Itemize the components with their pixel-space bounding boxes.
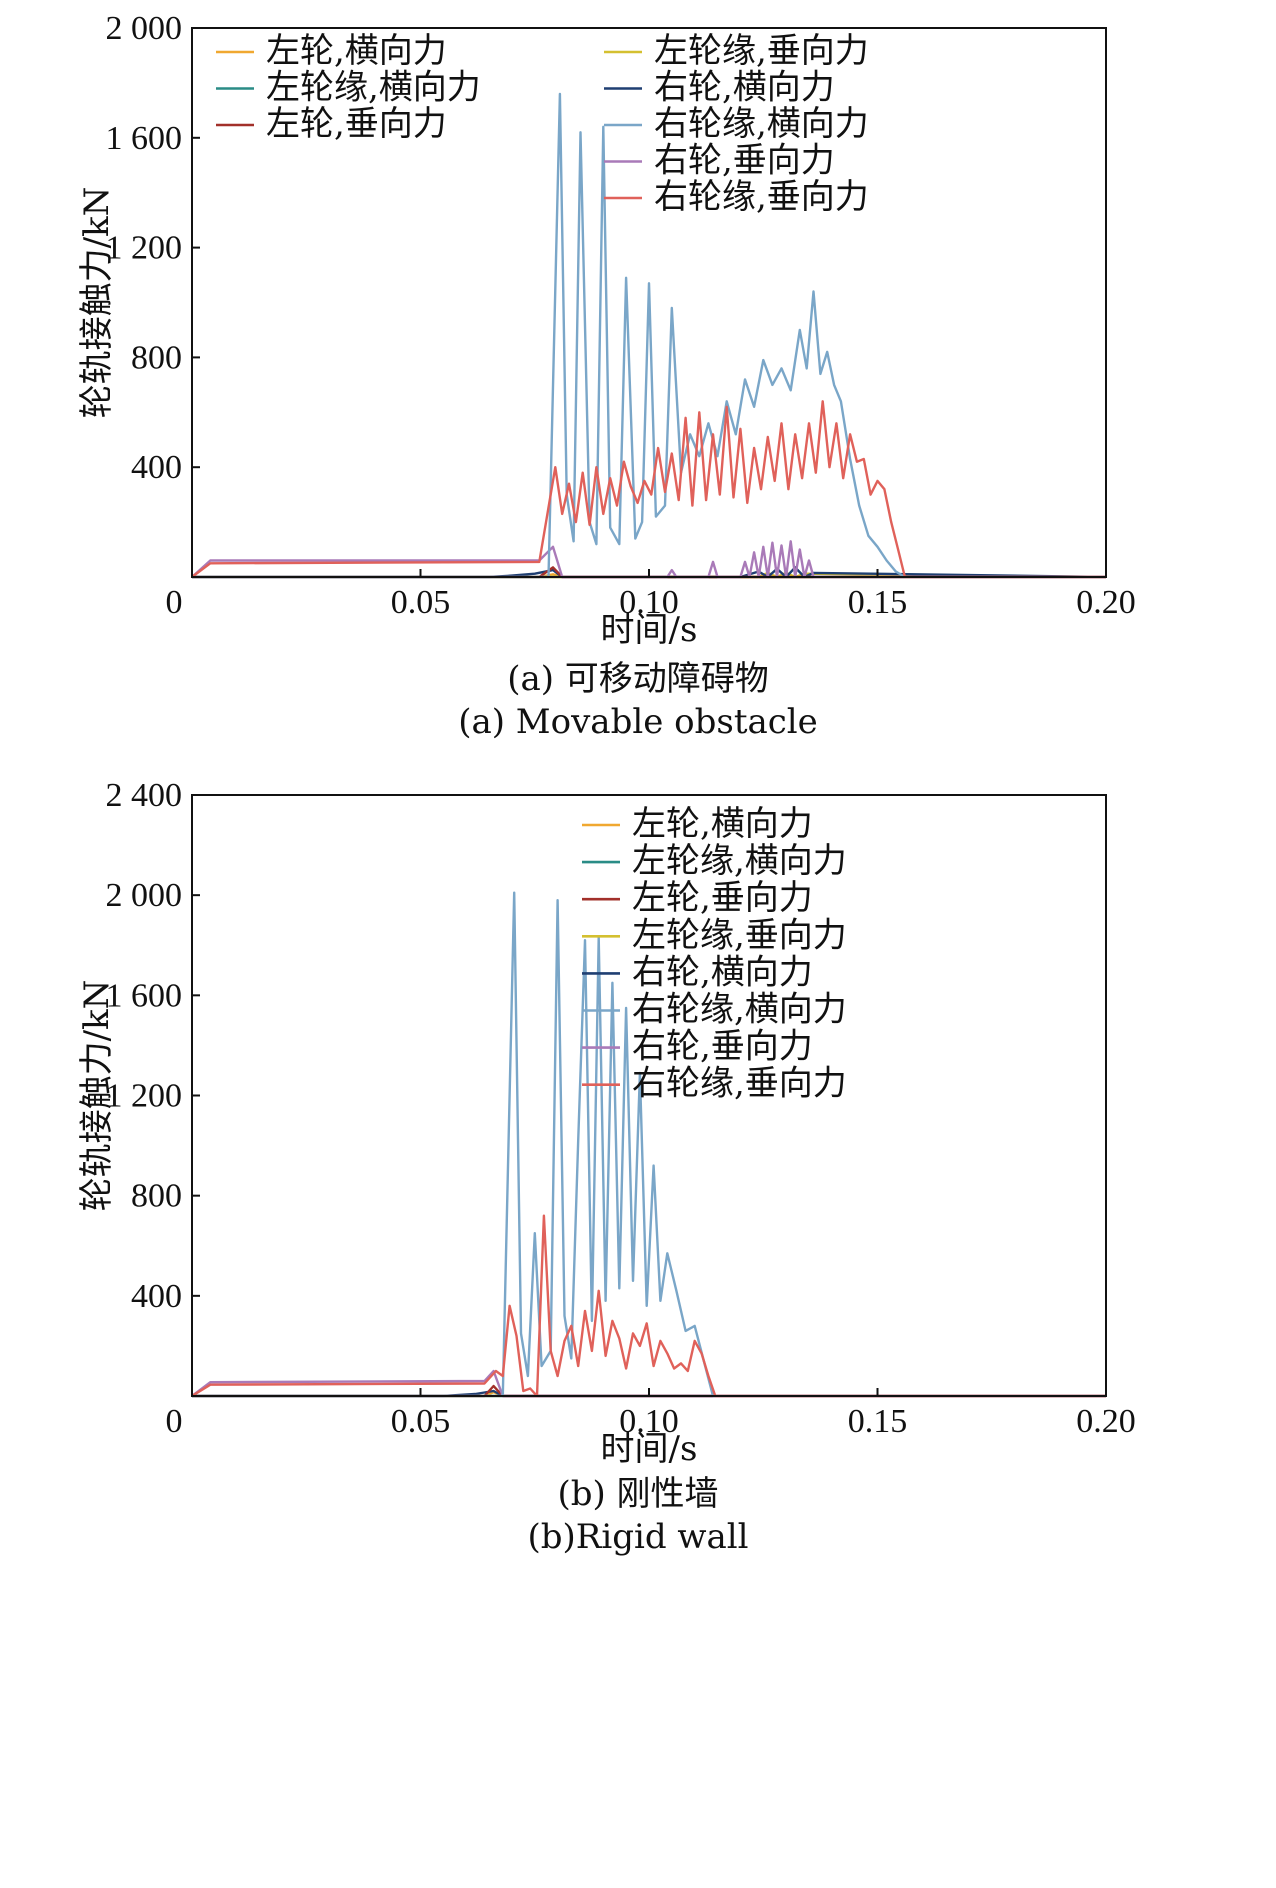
x-tick-label: 0.15 [848, 584, 908, 621]
chart-b-x-axis-label: 时间/s [601, 1429, 698, 1469]
y-tick-label: 2 000 [106, 10, 183, 47]
series-line [192, 891, 1106, 1398]
series-line [192, 92, 1106, 579]
chart-a-series-group [191, 92, 1107, 579]
x-tick-label: 0.10 [619, 1403, 679, 1440]
legend-label: 右轮,横向力 [654, 68, 835, 108]
y-tick-label: 400 [131, 449, 182, 486]
legend-label: 左轮缘,垂向力 [654, 31, 869, 71]
series-line [191, 1214, 1106, 1398]
legend-label: 左轮,垂向力 [632, 878, 813, 918]
y-tick-label: 800 [131, 1178, 182, 1215]
series-line [191, 400, 1106, 579]
chart-b-caption-en: (b)Rigid wall [527, 1517, 748, 1557]
legend-label: 左轮,横向力 [632, 804, 813, 844]
legend-label: 左轮缘,横向力 [266, 68, 481, 108]
x-tick-label: 0.05 [391, 584, 451, 621]
legend-label: 左轮,横向力 [266, 31, 447, 71]
x-tick-label: 0.20 [1076, 584, 1136, 621]
x-tick-label: 0.05 [391, 1403, 451, 1440]
legend-label: 右轮缘,横向力 [654, 104, 869, 144]
x-origin-label: 0 [166, 1403, 183, 1440]
chart-b-caption-cn: (b) 刚性墙 [557, 1474, 718, 1514]
y-tick-label: 1 200 [106, 230, 183, 267]
y-tick-label: 800 [131, 339, 182, 376]
y-tick-label: 1 600 [106, 977, 183, 1014]
legend-label: 右轮,垂向力 [632, 1027, 813, 1067]
legend-label: 右轮缘,横向力 [632, 990, 847, 1030]
legend-label: 左轮缘,横向力 [632, 841, 847, 881]
x-tick-label: 0.10 [619, 584, 679, 621]
chart-b: 0 0.05 0.10 0.15 0.20 400 800 1 200 1 600 2 000 2 … [77, 777, 1136, 1557]
chart-b-ticks: 0 0.05 0.10 0.15 0.20 400 800 1 200 1 600 2 000 2 … [106, 777, 1136, 1440]
chart-b-y-axis-label: 轮轨接触力/kN [77, 980, 117, 1212]
chart-a-caption-en: (a) Movable obstacle [458, 702, 818, 742]
y-tick-label: 400 [131, 1278, 182, 1315]
chart-a-y-axis-label: 轮轨接触力/kN [77, 187, 117, 419]
legend-label: 左轮,垂向力 [266, 104, 447, 144]
legend-label: 左轮缘,垂向力 [632, 915, 847, 955]
y-tick-label: 2 400 [106, 777, 183, 814]
x-tick-label: 0.15 [848, 1403, 908, 1440]
x-tick-label: 0.20 [1076, 1403, 1136, 1440]
y-tick-label: 2 000 [106, 877, 183, 914]
legend-label: 右轮缘,垂向力 [632, 1064, 847, 1104]
chart-b-legend: 左轮,横向力左轮缘,横向力左轮,垂向力左轮缘,垂向力右轮,横向力右轮缘,横向力右… [582, 804, 847, 1104]
chart-a-caption-cn: (a) 可移动障碍物 [507, 659, 769, 699]
x-origin-label: 0 [166, 584, 183, 621]
chart-a-x-axis-label: 时间/s [601, 610, 698, 650]
legend-label: 右轮缘,垂向力 [654, 177, 869, 217]
legend-label: 右轮,横向力 [632, 952, 813, 992]
y-tick-label: 1 600 [106, 120, 183, 157]
y-tick-label: 1 200 [106, 1078, 183, 1115]
legend-label: 右轮,垂向力 [654, 141, 835, 181]
